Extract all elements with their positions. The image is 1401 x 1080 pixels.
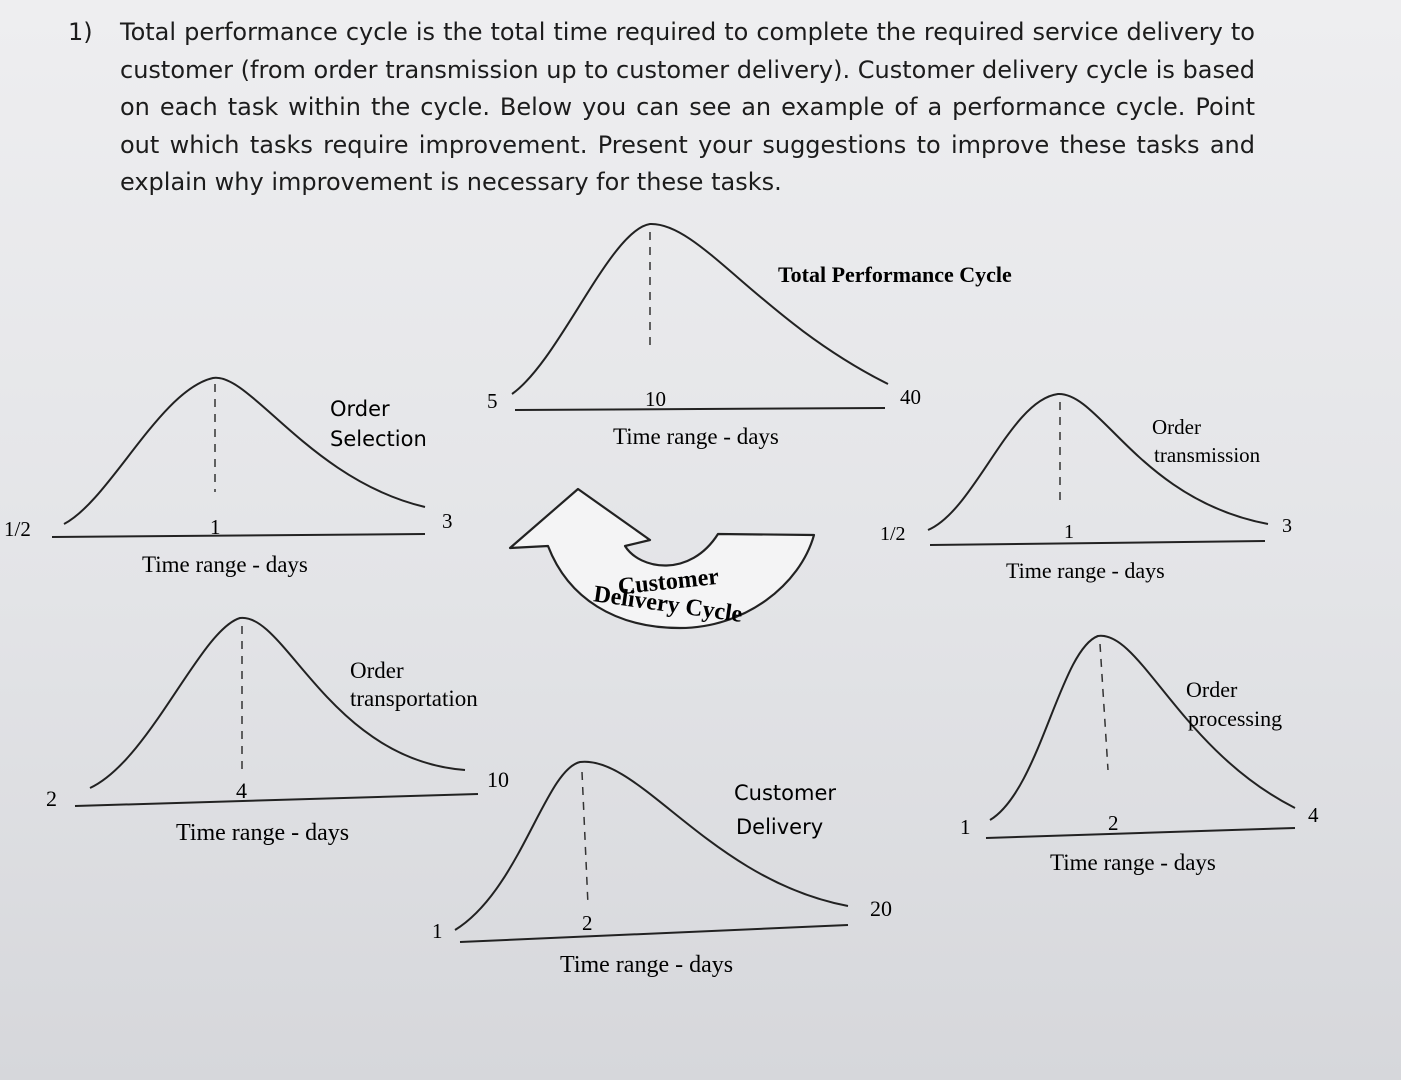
min-value: 2 [46, 786, 57, 811]
question-text: Total performance cycle is the total tim… [120, 18, 1255, 196]
curve-title-line1: Order [1152, 415, 1201, 439]
curve-title-line1: Order [1186, 677, 1238, 702]
axis-label: Time range - days [1006, 558, 1165, 583]
customer-delivery-cycle-arrow: Customer Delivery Cycle [508, 487, 816, 630]
mode-value: 2 [1108, 811, 1119, 835]
max-value: 4 [1308, 803, 1319, 827]
mode-value: 10 [645, 387, 666, 411]
axis-label: Time range - days [176, 820, 349, 846]
axis-label: Time range - days [560, 952, 733, 978]
axis-label: Time range - days [1050, 850, 1216, 875]
mode-value: 1 [1064, 521, 1074, 543]
distribution-curve [989, 634, 1296, 821]
max-value: 20 [870, 896, 892, 921]
mode-value: 1 [210, 515, 221, 539]
circular-arrow-icon [508, 487, 816, 630]
max-value: 3 [1282, 515, 1292, 537]
curve-title-line2: Delivery [736, 815, 823, 839]
curve-title-line2: processing [1188, 706, 1282, 731]
curve-title: Total Performance Cycle [778, 262, 1012, 287]
curve-title-line1: Order [350, 658, 404, 683]
max-value: 3 [442, 509, 453, 533]
mode-value: 2 [582, 911, 593, 935]
time-axis [514, 407, 886, 411]
min-value: 5 [487, 389, 498, 413]
mode-dashed-line [581, 771, 589, 906]
curve-title-line2: Selection [330, 427, 427, 451]
curve-order-processing: Order processing 1 2 4 Time range - days [960, 634, 1319, 875]
distribution-curve [89, 616, 466, 789]
distribution-curve [63, 376, 426, 525]
curve-title-line1: Customer [734, 781, 836, 805]
curve-order-transmission: Order transmission 1/2 1 3 Time range - … [880, 392, 1292, 583]
axis-label: Time range - days [613, 424, 779, 449]
curve-title-line2: transportation [350, 686, 478, 711]
curve-customer-delivery: Customer Delivery 1 2 20 Time range - da… [432, 760, 892, 978]
time-axis [51, 533, 426, 538]
mode-dashed-line [1099, 643, 1109, 771]
distribution-curve [454, 760, 849, 931]
curve-total-performance: Total Performance Cycle 5 10 40 Time ran… [487, 222, 1012, 449]
max-value: 40 [900, 385, 921, 409]
time-axis [929, 540, 1266, 546]
distribution-curve [511, 222, 889, 395]
curve-title-line2: transmission [1154, 443, 1261, 467]
curve-order-transportation: Order transportation 2 4 10 Time range -… [46, 616, 509, 846]
distribution-curve [927, 392, 1269, 531]
min-value: 1 [960, 815, 971, 839]
min-value: 1 [432, 919, 443, 943]
min-value: 1/2 [4, 517, 31, 541]
min-value: 1/2 [880, 523, 906, 545]
time-axis [985, 827, 1296, 839]
time-axis [74, 793, 479, 807]
axis-label: Time range - days [142, 552, 308, 577]
time-axis [459, 924, 849, 943]
curve-order-selection: Order Selection 1/2 1 3 Time range - day… [4, 376, 453, 577]
curve-title-line1: Order [330, 397, 390, 421]
question-number: 1) [68, 18, 93, 46]
mode-value: 4 [236, 778, 247, 803]
max-value: 10 [487, 767, 509, 792]
